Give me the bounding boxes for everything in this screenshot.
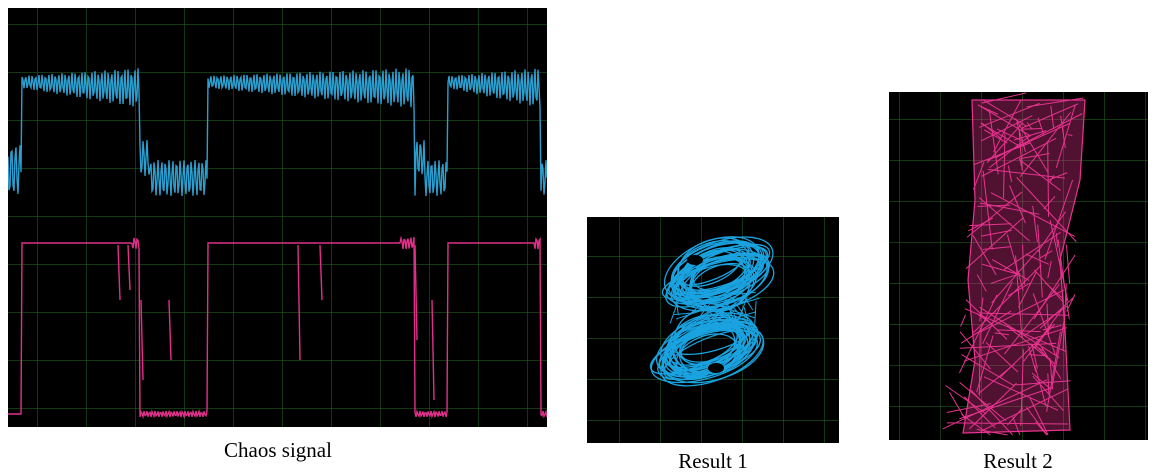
caption: Result 2 (983, 449, 1052, 473)
hole (708, 363, 724, 373)
figure: Chaos signal Result 1 Result 2 (0, 0, 1166, 473)
result2-panel (889, 92, 1148, 440)
hole (687, 255, 703, 265)
grid (8, 8, 547, 427)
chaos-panel (8, 8, 547, 427)
caption: Result 1 (678, 449, 747, 473)
result1-panel (587, 217, 839, 443)
caption: Chaos signal (224, 438, 332, 462)
